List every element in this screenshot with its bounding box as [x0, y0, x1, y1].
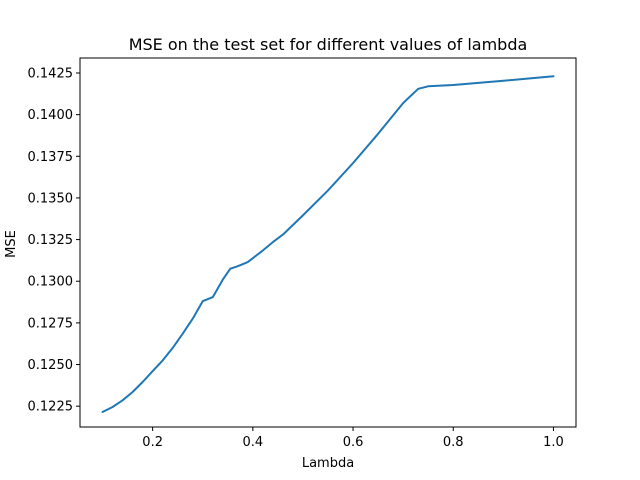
plot-area: 0.2 0.4 0.6 0.8 1.0 0.1225 0.1250 0.1275 0.1300…: [28, 57, 577, 450]
y-tick-label: 0.1275: [28, 316, 74, 331]
y-axis: 0.1225 0.1250 0.1275 0.1300 0.1325 0.1350 0.13…: [28, 66, 80, 415]
x-tick-label: 0.6: [343, 435, 364, 450]
x-axis: 0.2 0.4 0.6 0.8 1.0: [142, 427, 564, 450]
x-tick-label: 1.0: [543, 435, 564, 450]
y-tick-label: 0.1425: [28, 66, 74, 81]
y-tick-label: 0.1225: [28, 400, 74, 415]
series-layer: [101, 75, 555, 413]
x-tick-label: 0.2: [142, 435, 163, 450]
y-tick-label: 0.1375: [28, 150, 74, 165]
x-tick-label: 0.4: [243, 435, 264, 450]
x-tick-label: 0.8: [443, 435, 464, 450]
y-tick-label: 0.1250: [28, 358, 74, 373]
y-axis-label: MSE: [4, 230, 19, 258]
series-line: [101, 75, 555, 413]
y-tick-label: 0.1325: [28, 233, 74, 248]
y-tick-label: 0.1400: [28, 108, 74, 123]
chart-title: MSE on the test set for different values…: [129, 35, 528, 54]
axes-frame: [79, 57, 577, 428]
y-tick-label: 0.1350: [28, 191, 74, 206]
x-axis-label: Lambda: [302, 456, 354, 471]
y-tick-label: 0.1300: [28, 275, 74, 290]
